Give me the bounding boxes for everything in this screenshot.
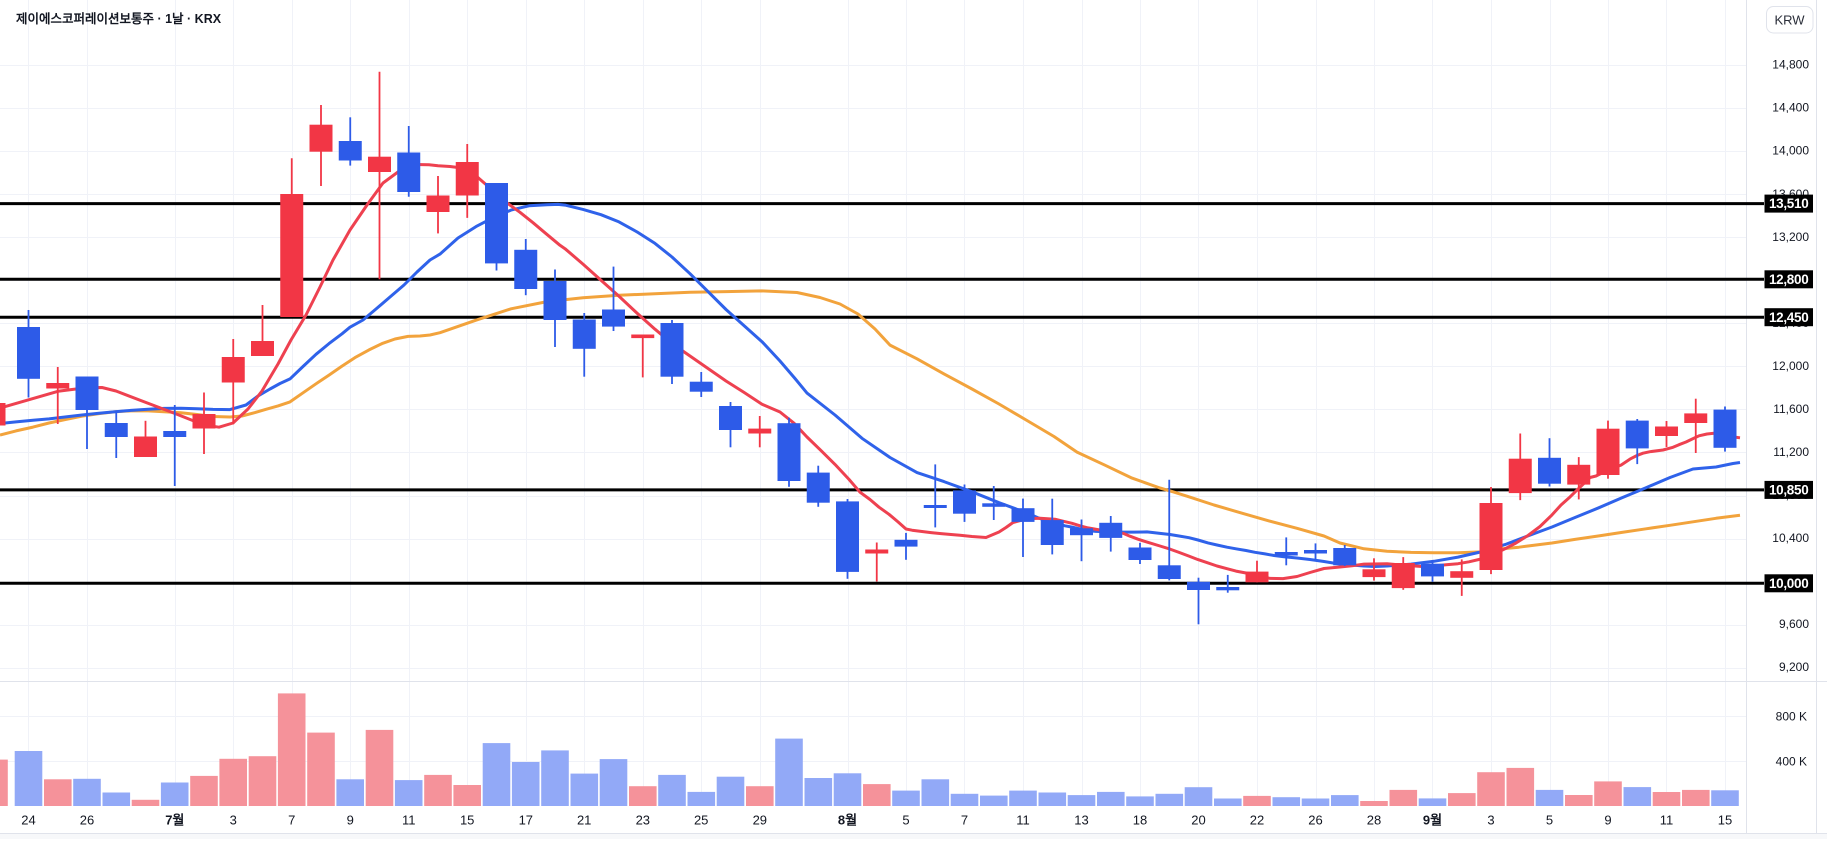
svg-text:11,200: 11,200 [1773, 445, 1809, 459]
svg-text:12,000: 12,000 [1772, 359, 1809, 373]
svg-text:23: 23 [636, 812, 650, 827]
svg-text:10,850: 10,850 [1769, 483, 1809, 498]
svg-text:제이에스코퍼레이션보통주 · 1날 · KRX: 제이에스코퍼레이션보통주 · 1날 · KRX [16, 11, 222, 26]
svg-text:12,800: 12,800 [1769, 272, 1809, 287]
svg-text:8월: 8월 [838, 812, 857, 827]
svg-text:26: 26 [80, 812, 94, 827]
svg-text:15: 15 [1718, 812, 1732, 827]
svg-text:800 K: 800 K [1776, 710, 1807, 724]
svg-text:14,800: 14,800 [1772, 58, 1809, 72]
svg-text:22: 22 [1250, 812, 1264, 827]
svg-text:KRW: KRW [1774, 13, 1805, 28]
svg-text:9: 9 [1604, 812, 1611, 827]
svg-text:11: 11 [1016, 812, 1030, 827]
svg-text:12,450: 12,450 [1769, 310, 1809, 325]
svg-text:18: 18 [1133, 812, 1147, 827]
svg-text:13,510: 13,510 [1769, 196, 1809, 211]
svg-text:26: 26 [1308, 812, 1322, 827]
svg-text:11,600: 11,600 [1773, 402, 1809, 416]
svg-text:24: 24 [21, 812, 35, 827]
svg-text:9: 9 [347, 812, 354, 827]
svg-text:9월: 9월 [1423, 812, 1442, 827]
svg-text:13: 13 [1074, 812, 1088, 827]
svg-text:14,000: 14,000 [1772, 144, 1809, 158]
svg-text:5: 5 [1546, 812, 1553, 827]
svg-text:17: 17 [519, 812, 533, 827]
svg-text:5: 5 [902, 812, 909, 827]
svg-text:13,200: 13,200 [1772, 230, 1809, 244]
svg-text:9,200: 9,200 [1779, 660, 1809, 674]
svg-text:3: 3 [1487, 812, 1494, 827]
svg-text:10,400: 10,400 [1772, 531, 1809, 545]
svg-text:3: 3 [230, 812, 237, 827]
svg-text:15: 15 [460, 812, 474, 827]
svg-text:25: 25 [694, 812, 708, 827]
svg-text:10,000: 10,000 [1769, 576, 1809, 591]
svg-text:7: 7 [961, 812, 968, 827]
svg-text:400 K: 400 K [1776, 755, 1807, 769]
svg-text:11: 11 [1660, 812, 1674, 827]
svg-text:14,400: 14,400 [1772, 101, 1809, 115]
svg-text:7: 7 [288, 812, 295, 827]
svg-text:7월: 7월 [165, 812, 184, 827]
svg-text:9,600: 9,600 [1779, 617, 1809, 631]
svg-text:29: 29 [753, 812, 767, 827]
svg-text:28: 28 [1367, 812, 1381, 827]
svg-text:11: 11 [402, 812, 416, 827]
svg-text:20: 20 [1191, 812, 1205, 827]
svg-text:21: 21 [577, 812, 591, 827]
